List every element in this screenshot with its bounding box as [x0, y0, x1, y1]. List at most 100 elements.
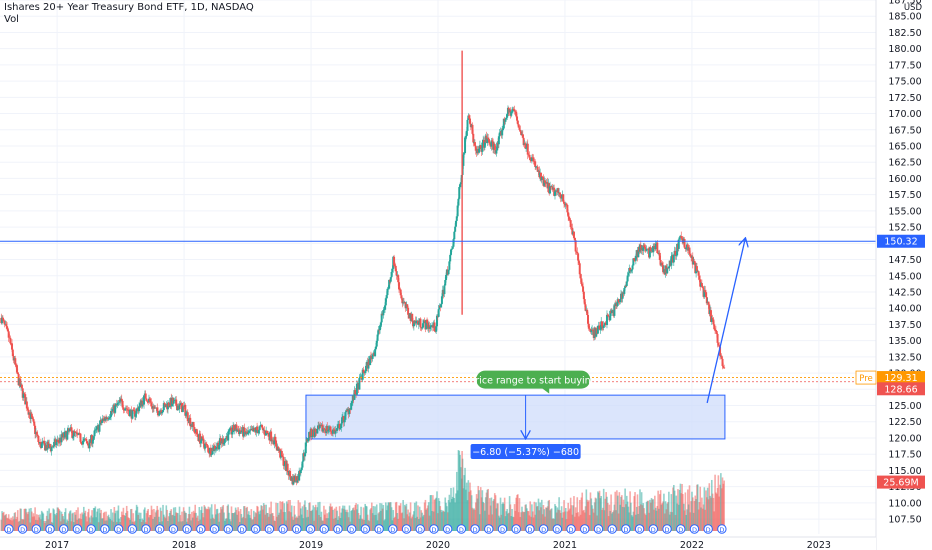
volume-bar: [507, 512, 510, 531]
price-tick-label: 152.50: [888, 223, 921, 234]
candle-body: [619, 298, 622, 303]
volume-bar: [581, 492, 584, 531]
volume-bar: [264, 514, 267, 531]
volume-bar: [625, 504, 627, 531]
volume-bar: [671, 512, 673, 531]
volume-bar: [522, 511, 524, 531]
volume-bar: [200, 510, 202, 531]
volume-bar: [596, 515, 598, 531]
candle-body: [162, 403, 165, 410]
candle-body: [362, 369, 365, 373]
dividend-marker: [401, 524, 412, 534]
candle-body: [147, 401, 150, 403]
candle-body: [354, 390, 357, 395]
candle-body: [334, 429, 337, 434]
dividend-marker: [470, 524, 480, 534]
candle-body: [157, 414, 160, 416]
volume-bar: [565, 519, 568, 531]
volume-bar: [158, 516, 160, 531]
volume-bar: [184, 512, 187, 531]
volume-bar: [80, 519, 83, 531]
candle-body: [639, 244, 642, 251]
volume-bar: [370, 502, 373, 531]
volume-bar: [701, 497, 703, 531]
volume-bar: [533, 501, 536, 531]
candle-body: [135, 408, 138, 414]
candle-body: [248, 430, 251, 432]
volume-bar: [649, 502, 652, 531]
volume-bar: [53, 509, 55, 531]
candle-body: [247, 430, 250, 433]
candle-body: [606, 314, 609, 316]
dividend-marker: [388, 524, 398, 534]
volume-bar: [441, 512, 443, 531]
volume-bar: [356, 509, 358, 531]
candle-body: [81, 440, 84, 445]
candle-body: [25, 401, 28, 409]
candle-body: [110, 410, 113, 412]
volume-bar: [205, 508, 207, 531]
candle-body: [677, 239, 680, 249]
volume-bar: [572, 505, 574, 531]
volume-bar: [582, 510, 584, 531]
volume-bar: [261, 506, 263, 531]
candle-body: [336, 425, 339, 429]
candle-body: [215, 446, 218, 449]
volume-bar: [508, 496, 511, 531]
volume-bar: [176, 512, 178, 531]
volume-bar: [162, 504, 164, 531]
volume-bar: [552, 518, 555, 531]
volume-bar: [194, 504, 196, 531]
candle-body: [379, 325, 382, 331]
candle-body: [627, 273, 630, 276]
dividend-marker-label: D: [610, 526, 615, 534]
candle-body: [617, 299, 620, 302]
volume-bar: [236, 514, 239, 531]
candle-body: [228, 430, 231, 432]
candle-body: [10, 343, 13, 350]
candle-body: [571, 227, 574, 235]
price-axis[interactable]: 107.50110.00112.50115.00117.50120.00122.…: [875, 0, 932, 550]
volume-bar: [662, 501, 664, 531]
volume-bar: [25, 508, 27, 531]
candle-body: [609, 310, 612, 321]
dividend-marker: [360, 524, 371, 534]
volume-bar: [666, 503, 669, 531]
volume-bar: [520, 512, 522, 531]
volume-bar: [675, 495, 678, 531]
volume-bar: [183, 510, 186, 531]
candle-body: [386, 288, 389, 296]
candle-body: [121, 400, 124, 408]
volume-bar: [530, 516, 532, 531]
volume-bar: [45, 520, 47, 531]
volume-bar: [205, 509, 208, 531]
volume-bar: [12, 519, 15, 531]
volume-bar: [59, 510, 61, 531]
volume-bar: [570, 505, 573, 531]
candle-body: [30, 413, 33, 418]
candle-body: [195, 429, 198, 435]
time-axis[interactable]: 2017 2018 2019 2020 2021 2022 2023: [0, 536, 876, 550]
volume-bar: [710, 479, 713, 531]
volume-bar: [462, 488, 465, 531]
volume-bar: [380, 503, 383, 531]
volume-bar: [297, 500, 300, 531]
candle-body: [496, 142, 499, 151]
volume-bar: [249, 517, 252, 531]
volume-bar: [198, 506, 201, 531]
volume-bar: [175, 512, 178, 531]
candle-body: [265, 430, 268, 434]
volume-bar: [719, 484, 721, 531]
candle-body: [465, 130, 468, 137]
candle-body: [238, 430, 241, 435]
volume-bar: [449, 502, 451, 531]
volume-bar: [484, 497, 487, 531]
volume-bar: [217, 513, 220, 531]
candle-body: [68, 428, 71, 431]
dividend-marker: [100, 524, 110, 534]
buy-zone: [305, 394, 726, 440]
price-tick-label: 162.50: [888, 158, 921, 169]
volume-bar: [259, 510, 262, 531]
volume-bar: [203, 505, 206, 531]
